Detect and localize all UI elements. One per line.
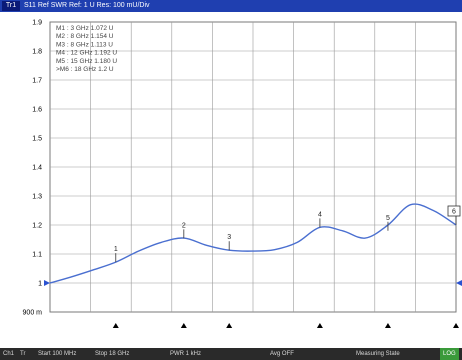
trace-header: Tr1 S11 Ref SWR Ref: 1 U Res: 100 mU/Div [0,0,462,12]
status-avg[interactable]: Avg OFF [270,351,294,357]
reference-arrow-left [44,280,50,286]
marker-position-triangle [453,323,459,328]
status-trace[interactable]: Tr [20,351,26,357]
marker-label[interactable]: 5 [386,215,390,222]
trace-title[interactable]: S11 Ref SWR Ref: 1 U Res: 100 mU/Div [24,2,150,9]
y-tick-label: 1.8 [32,49,42,56]
marker-position-triangle [226,323,233,328]
marker-position-triangle [316,323,323,328]
y-tick-label: 900 m [23,310,43,317]
marker-position-triangle [384,323,391,328]
status-bar: Ch1 Tr Start 100 MHz Stop 18 GHz PWR 1 k… [0,348,462,360]
marker-label[interactable]: 1 [114,246,118,253]
y-tick-label: 1 [38,281,42,288]
reference-arrow-right [456,280,462,286]
marker-label[interactable]: 6 [452,209,456,216]
y-tick-label: 1.7 [32,78,42,85]
marker-readout: >M6 : 18 GHz 1.2 U [56,66,114,73]
y-tick-label: 1.5 [32,136,42,143]
marker-label[interactable]: 4 [318,211,322,218]
y-tick-label: 1.4 [32,165,42,172]
status-state-value[interactable]: LOG [440,348,459,360]
trace-chart[interactable]: 1.9 1.8 1.7 1.6 1.5 1.4 1.3 1.2 1.1 1 900 m M1 : 3 … [0,12,462,348]
y-tick-label: 1.2 [32,223,42,230]
marker-readout: M1 : 3 GHz 1.072 U [56,25,114,32]
marker-readout: M5 : 15 GHz 1.180 U [56,58,117,65]
status-state-label: Measuring State [356,351,400,357]
status-start[interactable]: Start 100 MHz [38,351,77,357]
y-tick-label: 1.6 [32,107,42,114]
y-tick-label: 1.3 [32,194,42,201]
marker-position-triangle [112,323,119,328]
active-marker-box[interactable] [447,205,461,217]
status-stop[interactable]: Stop 18 GHz [95,351,130,357]
marker-readout: M2 : 8 GHz 1.154 U [56,33,114,40]
y-tick-label: 1.9 [32,20,42,27]
status-pwr[interactable]: PWR 1 kHz [170,351,202,357]
trace-tag[interactable]: Tr1 [2,1,20,11]
marker-label[interactable]: 3 [227,234,231,241]
marker-readout: M4 : 12 GHz 1.192 U [56,50,117,57]
marker-position-triangle [180,323,187,328]
marker-readout: M3 : 8 GHz 1.113 U [56,41,113,48]
marker-label[interactable]: 2 [182,222,186,229]
y-tick-label: 1.1 [32,252,42,259]
status-channel[interactable]: Ch1 [3,351,15,357]
